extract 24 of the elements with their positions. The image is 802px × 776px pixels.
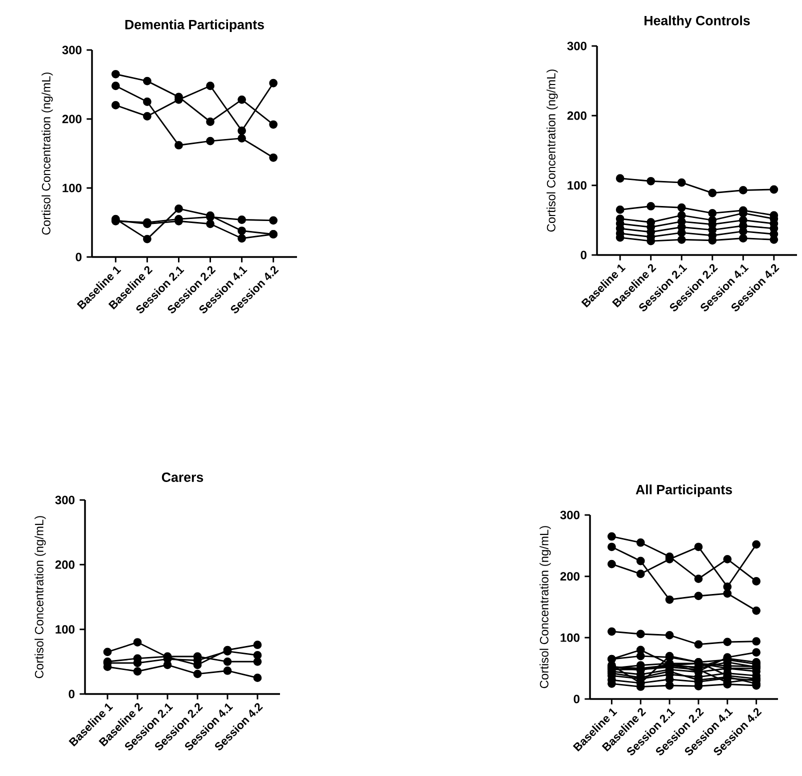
chart-title: Carers [162, 472, 204, 482]
y-axis-title: Cortisol Concentration (ng/mL) [540, 526, 551, 688]
y-tick-label: 200 [55, 560, 74, 569]
y-tick-label: 200 [62, 114, 82, 124]
y-tick-label: 200 [567, 111, 586, 120]
chart-title: Dementia Participants [125, 20, 264, 32]
y-tick-label: 300 [62, 46, 82, 54]
y-axis-title: Cortisol Concentration (ng/mL) [42, 72, 53, 235]
y-tick-label: 0 [574, 694, 580, 704]
y-tick-label: 300 [55, 496, 74, 504]
chart-title: Healthy Controls [644, 16, 750, 28]
chart-title: All Participants [636, 484, 732, 497]
y-tick-label: 0 [68, 690, 74, 698]
y-axis-title: Cortisol Concentration (ng/mL) [546, 70, 558, 232]
y-tick-label: 100 [62, 184, 82, 192]
y-tick-label: 0 [76, 252, 82, 262]
y-tick-label: 100 [56, 625, 74, 634]
y-tick-label: 100 [568, 181, 586, 190]
y-axis-title: Cortisol Concentration (ng/mL) [34, 516, 46, 678]
y-tick-label: 200 [560, 572, 580, 581]
y-tick-label: 300 [560, 510, 580, 520]
y-tick-label: 0 [580, 250, 586, 260]
y-tick-label: 100 [560, 633, 580, 642]
y-tick-label: 300 [567, 42, 586, 50]
